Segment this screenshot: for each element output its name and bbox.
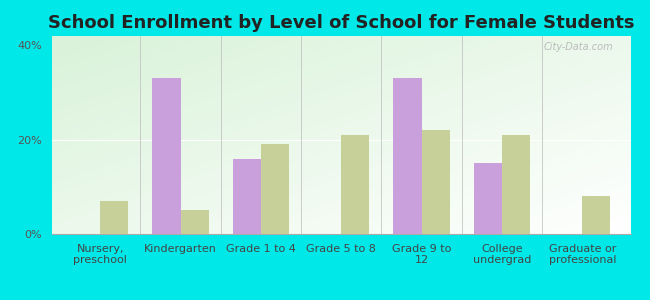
Bar [422, 130, 450, 234]
Bar [261, 144, 289, 234]
Title: School Enrollment by Level of School for Female Students: School Enrollment by Level of School for… [48, 14, 634, 32]
Bar [153, 78, 181, 234]
Text: City-Data.com: City-Data.com [543, 42, 613, 52]
Bar [181, 210, 209, 234]
Bar [582, 196, 610, 234]
Bar [341, 135, 369, 234]
Bar [100, 201, 128, 234]
Bar [393, 78, 422, 234]
Bar [502, 135, 530, 234]
Bar [474, 163, 502, 234]
Bar [233, 159, 261, 234]
